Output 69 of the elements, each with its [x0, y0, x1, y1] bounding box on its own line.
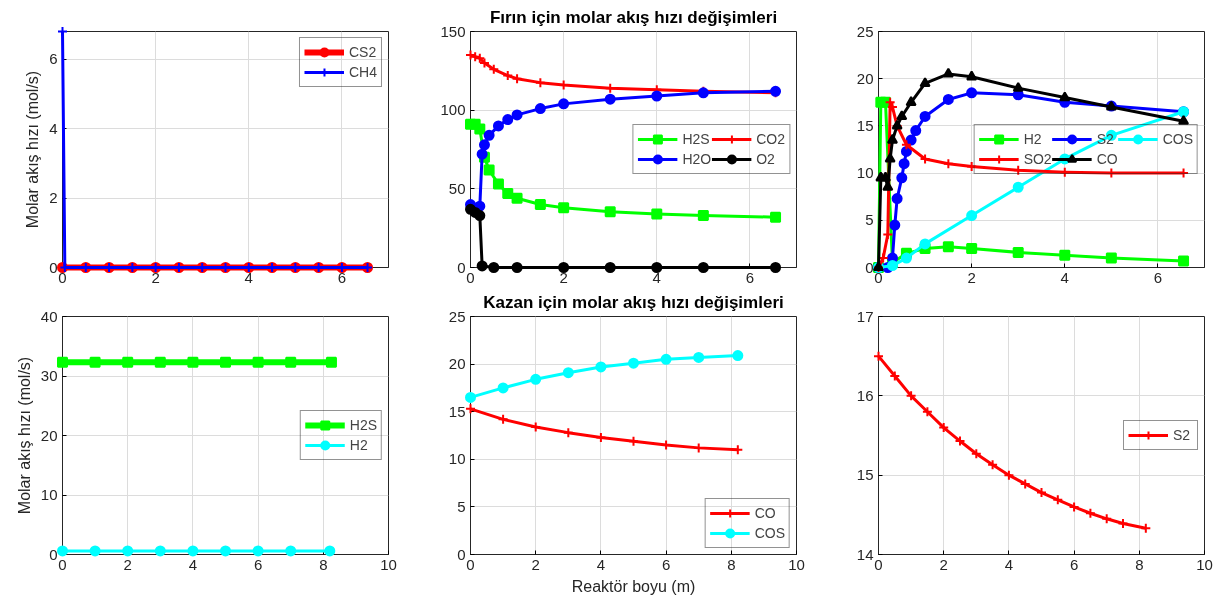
y-tick-label: 10: [448, 450, 466, 468]
chart-title: Fırın için molar akış hızı değişimleri: [489, 7, 778, 27]
y-tick-label: 50: [448, 179, 466, 197]
legend-label: CO2: [756, 131, 785, 147]
legend-label: CO: [1096, 151, 1118, 167]
y-axis-title: Molar akış hızı (mol/s): [15, 356, 33, 515]
x-tick-label: 8: [319, 555, 328, 573]
legend-label: H2S: [349, 417, 377, 433]
x-tick-label: 2: [531, 555, 540, 573]
y-tick-label: 6: [49, 50, 58, 68]
legend-label: SO2: [1023, 151, 1052, 167]
y-tick-label: 20: [448, 355, 466, 373]
legend-label: H2S: [682, 131, 710, 147]
x-tick-label: 4: [188, 555, 198, 573]
x-tick-label: 2: [939, 555, 948, 573]
y-tick-label: 2: [49, 189, 58, 207]
x-tick-label: 4: [652, 268, 661, 286]
x-axis-title: Reaktör boyu (m): [571, 577, 696, 595]
y-tick-label: 17: [856, 307, 874, 325]
y-tick-label: 20: [40, 426, 58, 444]
y-tick-label: 25: [448, 307, 466, 325]
y-tick-label: 14: [856, 545, 874, 563]
y-tick-label: 15: [856, 466, 874, 484]
legend-label: COS: [754, 525, 785, 541]
x-tick-label: 2: [123, 555, 132, 573]
y-tick-label: 100: [440, 101, 466, 119]
y-tick-label: 10: [856, 164, 874, 182]
x-tick-label: 4: [1060, 268, 1069, 286]
legend-label: COS: [1162, 131, 1193, 147]
x-tick-label: 10: [380, 555, 397, 573]
x-tick-label: 6: [745, 268, 755, 286]
y-tick-label: 4: [49, 119, 58, 137]
chart-title: Kazan için molar akış hızı değişimleri: [483, 292, 784, 312]
legend-label: H2: [349, 437, 369, 453]
x-tick-label: 2: [151, 268, 160, 286]
x-tick-label: 8: [727, 555, 736, 573]
legend-label: CO: [754, 505, 776, 521]
x-tick-label: 2: [559, 268, 568, 286]
x-tick-label: 4: [596, 555, 606, 573]
y-tick-label: 20: [856, 69, 874, 87]
legend-label: CS2: [348, 44, 377, 60]
y-tick-label: 15: [448, 402, 466, 420]
y-tick-label: 5: [457, 497, 466, 515]
legend-label: S2: [1173, 427, 1192, 443]
y-tick-label: 150: [440, 22, 466, 40]
x-tick-label: 8: [1135, 555, 1144, 573]
x-tick-label: 6: [1153, 268, 1163, 286]
legend-label: O2: [756, 151, 776, 167]
x-tick-label: 4: [1004, 555, 1014, 573]
y-tick-label: 15: [856, 116, 874, 134]
y-tick-label: 16: [856, 386, 874, 404]
y-tick-label: 5: [865, 211, 874, 229]
y-tick-label: 10: [40, 486, 58, 503]
y-tick-label: 30: [40, 367, 58, 384]
x-tick-label: 10: [788, 555, 805, 573]
x-tick-label: 4: [244, 268, 253, 286]
y-tick-label: 25: [856, 22, 874, 40]
legend-label: S2: [1096, 131, 1115, 147]
x-tick-label: 6: [253, 555, 263, 573]
x-tick-label: 2: [967, 268, 976, 286]
legend-label: H2O: [682, 151, 712, 167]
y-axis-title: Molar akış hızı (mol/s): [24, 70, 42, 229]
x-tick-label: 10: [1196, 555, 1213, 573]
x-tick-label: 6: [337, 268, 347, 286]
legend-label: H2: [1023, 131, 1043, 147]
legend-label: CH4: [348, 64, 377, 80]
x-tick-label: 6: [1069, 555, 1079, 573]
x-tick-label: 6: [661, 555, 671, 573]
y-tick-label: 40: [40, 307, 58, 325]
